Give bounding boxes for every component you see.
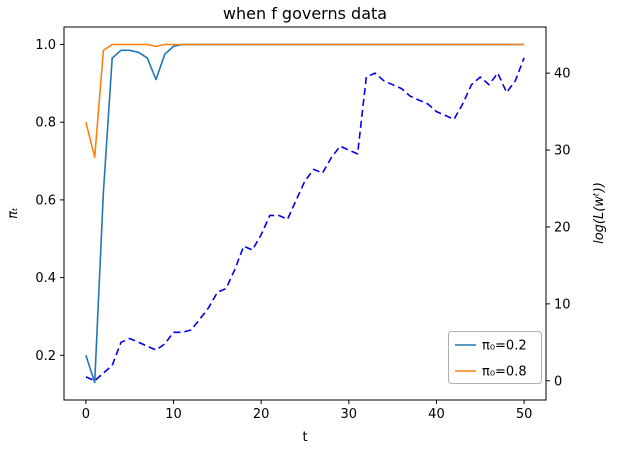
y-tick-label-left: 0.2 xyxy=(35,349,56,364)
y-axis-label-right: log(L(wᵗ)) xyxy=(592,182,607,244)
y-tick-label-right: 20 xyxy=(554,220,571,235)
x-tick-label: 30 xyxy=(341,407,358,422)
y-axis-left: 0.2 0.4 0.6 0.8 1.0 xyxy=(35,38,64,364)
y-tick-label-left: 0.8 xyxy=(35,116,56,131)
legend-label-0: π₀=0.2 xyxy=(482,339,527,354)
x-tick-label: 40 xyxy=(428,407,445,422)
series-line-2 xyxy=(85,57,525,382)
y-tick-label-left: 1.0 xyxy=(35,38,56,53)
y-tick-label-right: 10 xyxy=(554,297,571,312)
x-axis: 0 10 20 30 40 50 xyxy=(82,400,533,422)
x-tick-label: 20 xyxy=(253,407,270,422)
y-tick-label-left: 0.6 xyxy=(35,193,56,208)
y-tick-label-right: 40 xyxy=(554,67,571,82)
x-tick-label: 50 xyxy=(516,407,533,422)
legend-label-1: π₀=0.8 xyxy=(482,365,527,380)
series-line-1 xyxy=(85,43,525,158)
x-axis-label: t xyxy=(302,430,307,445)
plot-border xyxy=(63,26,547,401)
x-tick-label: 10 xyxy=(165,407,182,422)
y-tick-label-right: 0 xyxy=(554,374,562,389)
y-tick-label-right: 30 xyxy=(554,144,571,159)
series-layer xyxy=(85,43,525,384)
legend: π₀=0.2 π₀=0.8 xyxy=(448,331,542,384)
y-axis-label-left: πₜ xyxy=(6,207,21,219)
y-tick-label-left: 0.4 xyxy=(35,271,56,286)
y-axis-right: 0 10 20 30 40 xyxy=(546,67,571,389)
x-tick-label: 0 xyxy=(82,407,90,422)
chart-title: when f governs data xyxy=(223,4,387,23)
